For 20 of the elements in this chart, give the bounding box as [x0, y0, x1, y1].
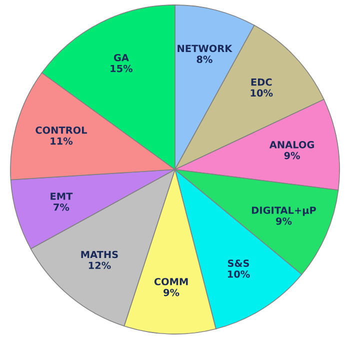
data-label: 9% [276, 217, 292, 225]
data-label: 10% [250, 89, 273, 97]
data-label: 11% [50, 137, 73, 145]
slice-label: EMT [50, 192, 73, 200]
data-label: 9% [164, 288, 180, 296]
slice-label: NETWORK [178, 44, 232, 52]
data-label: 12% [88, 262, 111, 270]
data-label: 7% [54, 203, 70, 211]
data-label: 8% [196, 56, 212, 63]
slice-label: GA [114, 54, 129, 62]
data-label: 10% [228, 270, 250, 278]
slice-label: DIGITAL+µP [252, 206, 316, 216]
slice-label: COMM [154, 278, 188, 286]
slice-label: CONTROL [36, 126, 88, 134]
data-label: 9% [284, 152, 300, 160]
slice-label: EDC [251, 78, 272, 86]
slice-label: ANALOG [269, 140, 314, 148]
slice-label: S&S [228, 260, 250, 267]
slice-label: MATHS [81, 250, 118, 258]
data-label: 15% [110, 64, 133, 72]
